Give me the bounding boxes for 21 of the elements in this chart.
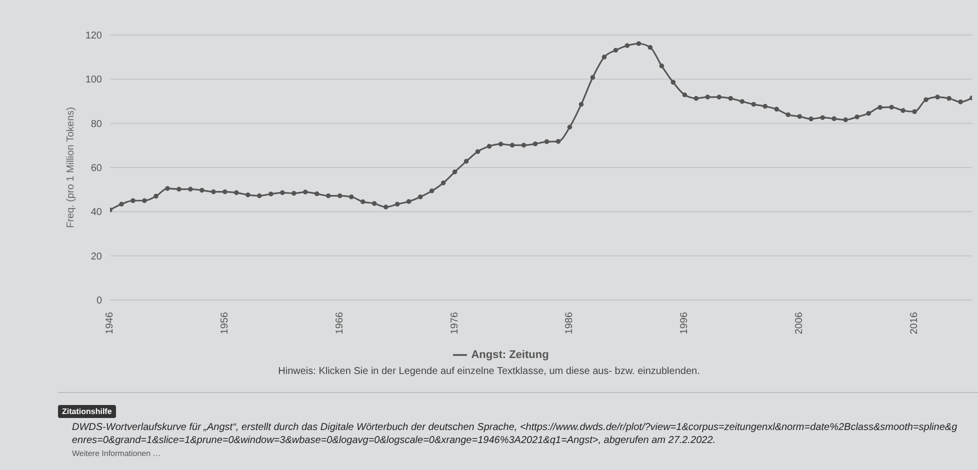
y-tick-label: 20 (90, 251, 102, 262)
text: DWDS-Wortverlaufskurve für „Angst“, erstellt durch das Digitale Wörterbuch der deutschen Sprache, <https://www.dwds.de/r/plot/?view=1&corpus=zeitungenxl&norm=date%2Bclass&smooth=spline&genres=0&grand=1&slice=1&prune=0&window=3&wbase=0&logavg=0&logscale=0&xrange=1946%3A2021&q1=Angst>, abgerufen am 27.2.2022. (72, 421, 958, 447)
x-tick-label: 1986 (564, 312, 576, 334)
y-tick-label: 0 (96, 296, 102, 307)
x-tick-label: 1946 (104, 312, 116, 334)
legend-label: Angst: Zeitung (471, 348, 549, 361)
x-tick-label: 1976 (449, 312, 460, 334)
x-tick-label: 1996 (679, 312, 690, 334)
x-tick-label: 2016 (909, 312, 920, 334)
text: Weitere Informationen … (72, 449, 161, 458)
x-tick-label: 1956 (219, 312, 230, 334)
y-tick-label: 60 (90, 163, 102, 174)
x-tick-label: 1966 (334, 312, 346, 334)
y-tick-label: 120 (85, 30, 102, 42)
x-tick-label: 2006 (794, 312, 806, 334)
y-tick-label: 80 (90, 118, 102, 130)
y-tick-label: 100 (85, 74, 102, 86)
y-axis-title: Freq. (pro 1 Million Tokens) (66, 107, 77, 228)
text: Zitationshilfe (58, 405, 116, 418)
y-tick-label: 40 (90, 207, 102, 218)
text: Hinweis: Klicken Sie in der Legende auf einzelne Textklasse, um diese aus- bzw. einzublenden. (277, 366, 701, 377)
